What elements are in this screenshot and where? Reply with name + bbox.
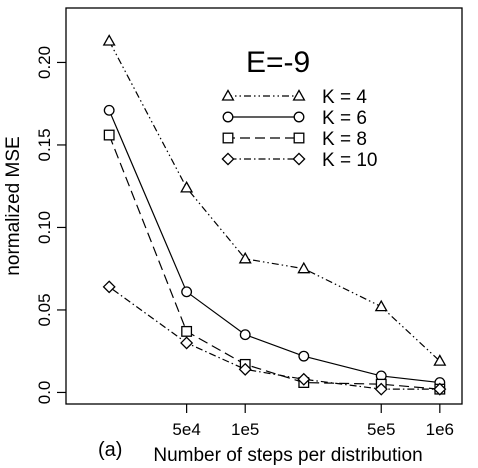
legend-marker-diamond xyxy=(221,152,235,166)
data-point-triangle xyxy=(374,299,388,312)
x-tick-label: 5e4 xyxy=(172,420,200,439)
series-line xyxy=(108,110,440,384)
legend-label: K = 4 xyxy=(322,87,367,108)
y-tick-label: 0.10 xyxy=(35,211,54,244)
legend-entry: K = 6 xyxy=(222,108,367,129)
y-tick-label: 0.05 xyxy=(35,293,54,326)
series-2 xyxy=(103,104,446,389)
data-point-circle xyxy=(103,104,115,116)
x-axis: 5e4 1e5 5e5 1e6 xyxy=(172,404,454,439)
legend-marker-triangle xyxy=(292,89,306,101)
x-tick-label: 5e5 xyxy=(367,420,395,439)
data-point-circle xyxy=(181,286,193,298)
legend-entry: K = 8 xyxy=(222,129,367,150)
series-3 xyxy=(103,129,446,395)
y-tick-label: 0.15 xyxy=(35,128,54,161)
data-point-diamond xyxy=(374,382,388,396)
series-1 xyxy=(102,34,447,366)
data-point-triangle xyxy=(238,251,252,264)
series-line xyxy=(108,286,440,390)
data-point-diamond xyxy=(238,362,252,376)
legend-marker-triangle xyxy=(221,89,235,101)
data-point-square xyxy=(181,325,193,337)
data-point-diamond xyxy=(102,280,116,294)
legend-marker-circle xyxy=(222,111,234,123)
y-tick-label: 0.0 xyxy=(35,381,54,405)
legend-entry: K = 10 xyxy=(221,150,377,171)
series-line xyxy=(108,134,440,390)
y-axis: 0.0 0.05 0.10 0.15 0.20 xyxy=(35,46,66,404)
y-tick-label: 0.20 xyxy=(35,46,54,79)
legend-marker-circle xyxy=(293,111,305,123)
chart-annotation: E=-9 xyxy=(246,46,310,79)
legend-marker-square xyxy=(293,132,305,144)
plot-frame xyxy=(65,7,463,405)
data-point-diamond xyxy=(297,372,311,386)
data-point-triangle xyxy=(180,180,194,193)
series-layer xyxy=(102,34,447,396)
legend-label: K = 6 xyxy=(322,108,367,129)
legend-marker-diamond xyxy=(292,152,306,166)
y-axis-label: normalized MSE xyxy=(3,136,24,275)
data-point-triangle xyxy=(433,354,447,366)
legend-label: K = 10 xyxy=(322,150,377,171)
data-point-circle xyxy=(298,350,310,362)
series-4 xyxy=(102,280,447,396)
data-point-triangle xyxy=(102,34,116,46)
x-tick-label: 1e5 xyxy=(231,420,259,439)
data-point-circle xyxy=(239,329,251,341)
series-line xyxy=(108,40,441,362)
panel-label: (a) xyxy=(98,439,122,461)
x-axis-label: Number of steps per distribution xyxy=(153,445,422,466)
x-tick-label: 1e6 xyxy=(426,420,454,439)
legend-entry: K = 4 xyxy=(221,87,367,108)
data-point-diamond xyxy=(433,382,447,396)
data-point-triangle xyxy=(297,261,311,274)
legend: K = 4K = 6K = 8K = 10 xyxy=(221,87,377,171)
legend-marker-square xyxy=(222,132,234,144)
data-point-square xyxy=(103,129,115,141)
legend-label: K = 8 xyxy=(322,129,367,150)
data-point-diamond xyxy=(180,336,194,350)
